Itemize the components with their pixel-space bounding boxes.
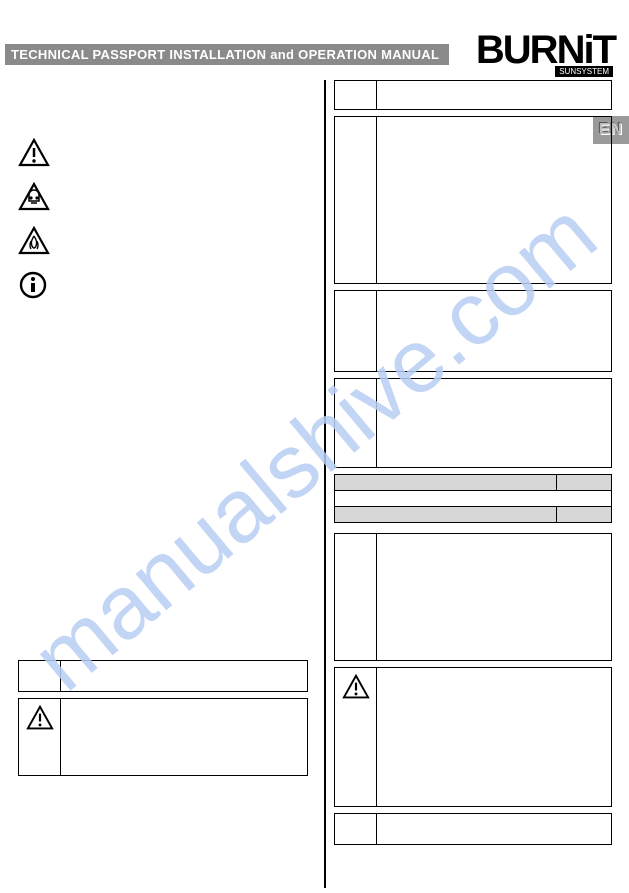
table-row xyxy=(335,475,612,491)
box-icon-cell xyxy=(19,661,61,691)
fire-icon xyxy=(18,226,52,256)
warning-icon xyxy=(26,705,54,731)
shade-table xyxy=(334,474,612,523)
box-icon-cell xyxy=(335,81,377,109)
right-box-4 xyxy=(334,378,612,468)
right-box-7 xyxy=(334,813,612,845)
right-box-3 xyxy=(334,290,612,372)
warning-icon xyxy=(18,138,52,168)
table-row xyxy=(335,491,612,507)
box-text-cell xyxy=(377,534,611,660)
box-icon-cell xyxy=(335,117,377,283)
box-text-cell xyxy=(61,661,307,691)
right-column xyxy=(334,80,612,851)
box-text-cell xyxy=(377,117,611,283)
skull-icon xyxy=(18,182,52,212)
right-box-1 xyxy=(334,80,612,110)
header-title: TECHNICAL PASSPORT INSTALLATION and OPER… xyxy=(5,44,449,65)
right-box-6 xyxy=(334,667,612,807)
box-text-cell xyxy=(377,379,611,467)
box-icon-cell xyxy=(335,379,377,467)
box-icon-cell xyxy=(335,814,377,844)
page-header: TECHNICAL PASSPORT INSTALLATION and OPER… xyxy=(0,28,629,68)
right-box-5 xyxy=(334,533,612,661)
box-icon-cell xyxy=(335,534,377,660)
left-column xyxy=(18,98,308,782)
column-divider xyxy=(324,80,326,888)
box-text-cell xyxy=(377,291,611,371)
table-row xyxy=(335,507,612,523)
toxic-row xyxy=(18,182,308,212)
box-text-cell xyxy=(377,814,611,844)
box-text-cell xyxy=(377,81,611,109)
left-box-1 xyxy=(18,660,308,692)
box-icon-cell xyxy=(335,291,377,371)
box-icon-cell xyxy=(335,668,377,806)
box-icon-cell xyxy=(19,699,61,775)
right-box-2 xyxy=(334,116,612,284)
left-tail xyxy=(18,660,308,776)
warning-row xyxy=(18,138,308,168)
left-box-2 xyxy=(18,698,308,776)
warning-icon xyxy=(342,674,370,700)
box-text-cell xyxy=(377,668,611,806)
info-icon xyxy=(18,270,52,300)
brand-subtext: SUNSYSTEM xyxy=(555,66,613,77)
info-row xyxy=(18,270,308,300)
box-text-cell xyxy=(61,699,307,775)
fire-row xyxy=(18,226,308,256)
